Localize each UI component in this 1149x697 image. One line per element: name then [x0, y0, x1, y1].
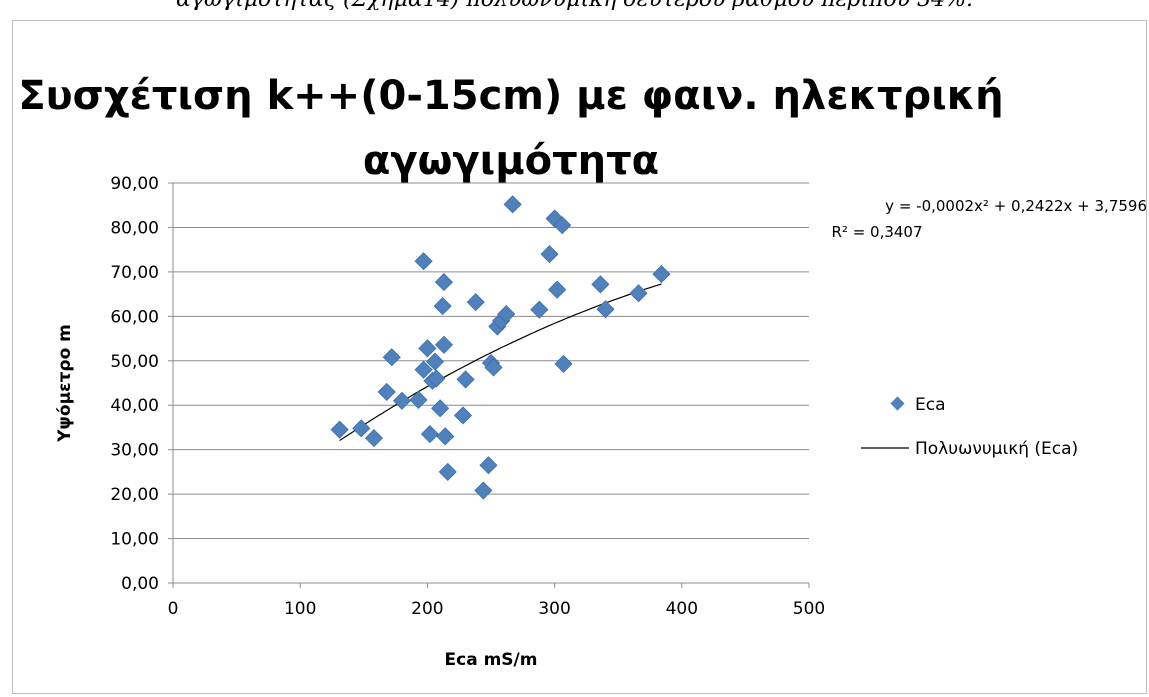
- data-point: [540, 245, 559, 264]
- y-tick-label: 30,00: [110, 441, 159, 461]
- data-point: [629, 284, 648, 303]
- data-point: [414, 252, 433, 271]
- data-point: [433, 297, 452, 316]
- scatter-chart: Συσχέτιση k++(0-15cm) με φαιν. ηλεκτρική…: [18, 73, 1147, 670]
- data-point: [431, 399, 450, 418]
- data-point: [436, 427, 455, 446]
- data-point: [420, 425, 440, 444]
- y-tick-label: 20,00: [110, 485, 159, 505]
- chart-area: Συσχέτιση k++(0-15cm) με φαιν. ηλεκτρική…: [12, 20, 1147, 694]
- data-point: [484, 358, 503, 377]
- x-tick-labels: 0 100 200 300 400 500: [168, 583, 825, 619]
- trendline-equation: y = -0,0002x² + 0,2422x + 3,7596: [885, 197, 1146, 215]
- y-tick-labels: 0,00 10,00 20,00 30,00 40,00 50,00 60,00 70,00 8…: [110, 174, 173, 594]
- x-tick-label: 500: [793, 599, 825, 619]
- legend-marker-icon: [890, 396, 905, 411]
- y-axis-label: Υψόμετρο m: [55, 324, 75, 443]
- x-tick-label: 100: [284, 599, 316, 619]
- y-tick-label: 40,00: [110, 396, 159, 416]
- data-point: [456, 370, 475, 389]
- data-point: [591, 275, 610, 294]
- data-point: [503, 195, 522, 214]
- trendline-path: [339, 283, 662, 442]
- caption-fragment: αγωγιμότητας (Σχήμα14) πολυωνυμική δεύτε…: [0, 0, 1149, 10]
- data-point: [427, 369, 446, 388]
- y-tick-label: 90,00: [110, 174, 159, 194]
- legend: Eca Πολυωνυμική (Eca): [861, 395, 1078, 459]
- data-point: [382, 348, 401, 367]
- axes: [172, 183, 809, 584]
- y-tick-label: 70,00: [110, 263, 159, 283]
- data-point: [425, 352, 445, 371]
- y-tick-label: 60,00: [110, 307, 159, 327]
- data-point: [438, 462, 457, 481]
- data-point: [434, 273, 454, 292]
- data-point: [392, 391, 412, 410]
- data-point: [596, 300, 615, 319]
- data-point: [453, 406, 473, 425]
- data-point: [479, 456, 498, 475]
- legend-label-eca: Eca: [915, 395, 946, 415]
- y-tick-label: 0,00: [121, 574, 159, 594]
- x-axis-label: Eca mS/m: [445, 650, 538, 670]
- data-point: [652, 265, 671, 284]
- x-tick-label: 0: [168, 599, 179, 619]
- chart-title-line2: αγωγιμότητα: [363, 138, 659, 184]
- trendline: [339, 283, 662, 442]
- x-tick-label: 400: [666, 599, 698, 619]
- data-point: [414, 360, 433, 379]
- data-point: [474, 481, 493, 500]
- data-point: [409, 390, 428, 409]
- x-tick-label: 200: [411, 599, 443, 619]
- y-tick-label: 50,00: [110, 352, 159, 372]
- x-tick-label: 300: [538, 599, 570, 619]
- data-point: [553, 216, 572, 235]
- trendline-r-squared: R² = 0,3407: [831, 223, 922, 241]
- data-point: [466, 293, 485, 312]
- data-point: [497, 305, 516, 324]
- y-tick-label: 10,00: [110, 530, 159, 550]
- data-point: [330, 420, 349, 439]
- data-point: [352, 419, 371, 438]
- data-points: [330, 195, 671, 500]
- legend-label-trend: Πολυωνυμική (Eca): [915, 439, 1078, 459]
- data-point: [548, 280, 567, 299]
- y-tick-label: 80,00: [110, 218, 159, 238]
- data-point: [418, 339, 437, 358]
- data-point: [434, 335, 454, 354]
- chart-title-line1: Συσχέτιση k++(0-15cm) με φαιν. ηλεκτρική: [18, 73, 1003, 119]
- data-point: [530, 300, 549, 319]
- data-point: [554, 354, 573, 373]
- data-point: [364, 429, 384, 448]
- data-point: [377, 382, 396, 401]
